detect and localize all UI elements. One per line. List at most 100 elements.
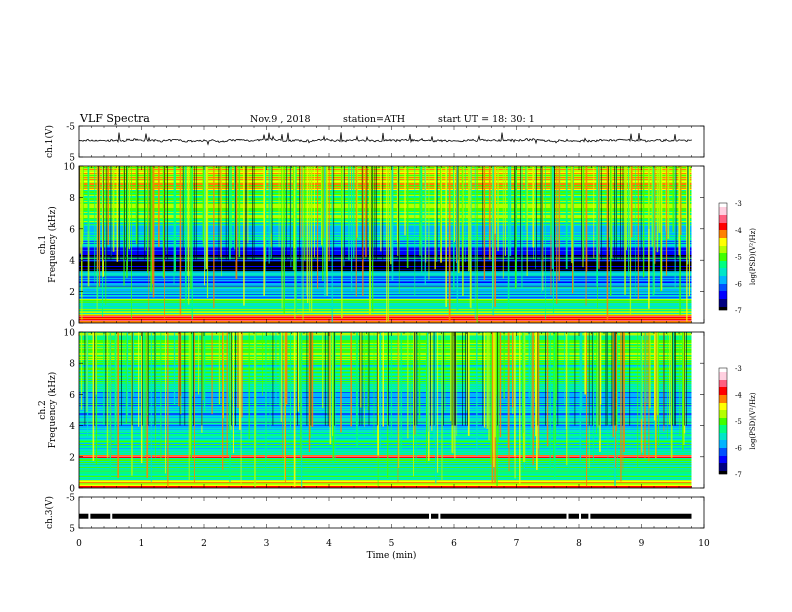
spectrogram-row: [79, 175, 692, 176]
gap-streak: [537, 332, 539, 426]
colorbar-cell: [719, 229, 727, 231]
spectrogram-row: [79, 262, 692, 263]
sferic-streak: [586, 166, 588, 272]
sferic-streak: [651, 166, 654, 247]
gap-streak: [606, 332, 608, 426]
x-tick-label: 7: [514, 539, 520, 549]
x-tick-label: 6: [451, 539, 457, 549]
sferic-streak: [152, 166, 155, 298]
sferic-streak: [441, 332, 443, 481]
spectrogram-row: [79, 337, 692, 338]
spectral-line: [79, 308, 692, 310]
spectrogram-row: [79, 217, 692, 218]
spectrogram-row: [79, 304, 692, 305]
colorbar-cell: [719, 373, 727, 375]
colorbar-cell: [719, 429, 727, 431]
sferic-streak: [173, 166, 175, 285]
spectrogram-row: [79, 396, 692, 397]
colorbar-cell: [719, 244, 727, 246]
sferic-streak: [424, 166, 426, 286]
sferic-streak: [165, 332, 166, 474]
colorbar-cell: [719, 299, 727, 301]
spectrogram-row: [79, 435, 692, 436]
sferic-streak: [367, 332, 370, 411]
spectrogram-row: [79, 269, 692, 270]
sferic-streak: [486, 332, 489, 429]
y-tick-label: 0: [69, 320, 75, 330]
sferic-streak: [270, 166, 272, 234]
sferic-streak: [419, 166, 421, 256]
spectrogram-row: [79, 401, 692, 402]
spectrogram-row: [79, 415, 692, 416]
colorbar-cell: [719, 418, 727, 420]
sferic-streak: [542, 166, 544, 291]
spectral-line: [79, 187, 692, 189]
spectrogram-row: [79, 320, 692, 321]
colorbar-cell: [719, 259, 727, 261]
gap-streak: [225, 166, 227, 261]
colorbar-label: log(PSD)(V²/Hz): [749, 392, 757, 449]
sferic-streak: [146, 332, 149, 417]
gap-streak: [545, 332, 546, 426]
spectrogram-row: [79, 277, 692, 278]
sferic-streak: [558, 166, 560, 281]
sferic-streak: [143, 332, 145, 458]
sferic-streak: [572, 166, 574, 291]
sferic-streak: [166, 166, 168, 255]
colorbar-cell: [719, 290, 727, 292]
colorbar-cell: [719, 245, 727, 247]
sferic-streak: [531, 332, 533, 428]
sferic-streak: [269, 332, 271, 429]
sferic-streak: [85, 332, 87, 413]
sferic-streak: [646, 332, 648, 404]
sferic-streak: [545, 166, 546, 320]
sferic-streak: [470, 166, 472, 269]
sferic-streak: [135, 166, 138, 245]
y-tick-label: 5: [69, 525, 75, 535]
station-label: station=ATH: [343, 114, 405, 125]
sferic-streak: [617, 332, 618, 476]
colorbar-cell: [719, 301, 727, 303]
spectrogram-row: [79, 446, 692, 447]
spectrogram-row: [79, 306, 692, 307]
gap-streak: [310, 332, 312, 426]
sferic-streak: [369, 166, 371, 315]
colorbar-cell: [719, 230, 727, 232]
spectrogram-row: [79, 444, 692, 445]
spectrogram-row: [79, 336, 692, 337]
sferic-streak: [243, 166, 245, 306]
colorbar-cell: [719, 422, 727, 424]
spectrogram-row: [79, 303, 692, 304]
spectrogram-row: [79, 230, 692, 231]
ch3-waveform-frame: [78, 496, 705, 529]
x-tick-label: 10: [698, 539, 710, 549]
spectrogram-row: [79, 454, 692, 455]
spectrogram-row: [79, 215, 692, 216]
sferic-streak: [536, 332, 538, 470]
sferic-streak: [425, 166, 427, 263]
sferic-streak: [598, 166, 600, 269]
spectrogram-row: [79, 347, 692, 348]
spectrogram-row: [79, 189, 692, 190]
sferic-streak: [397, 166, 399, 256]
spectrogram-row: [79, 363, 692, 364]
sferic-streak: [293, 332, 296, 487]
sferic-streak: [456, 332, 458, 436]
colorbar-cell: [719, 223, 727, 225]
colorbar-cell: [719, 433, 727, 435]
sferic-streak: [340, 332, 342, 433]
spectrogram-row: [79, 310, 692, 311]
sferic-streak: [150, 332, 152, 482]
spectrogram-row: [79, 408, 692, 409]
sferic-streak: [363, 332, 365, 408]
sferic-streak: [509, 166, 512, 256]
colorbar-cell: [719, 213, 727, 215]
spectrogram-row: [79, 213, 692, 214]
spectrogram-row: [79, 434, 692, 435]
gap-streak: [201, 332, 203, 426]
sferic-streak: [231, 166, 232, 249]
spectrogram-row: [79, 389, 692, 390]
spectrogram-row: [79, 238, 692, 239]
gap-streak: [455, 332, 456, 426]
